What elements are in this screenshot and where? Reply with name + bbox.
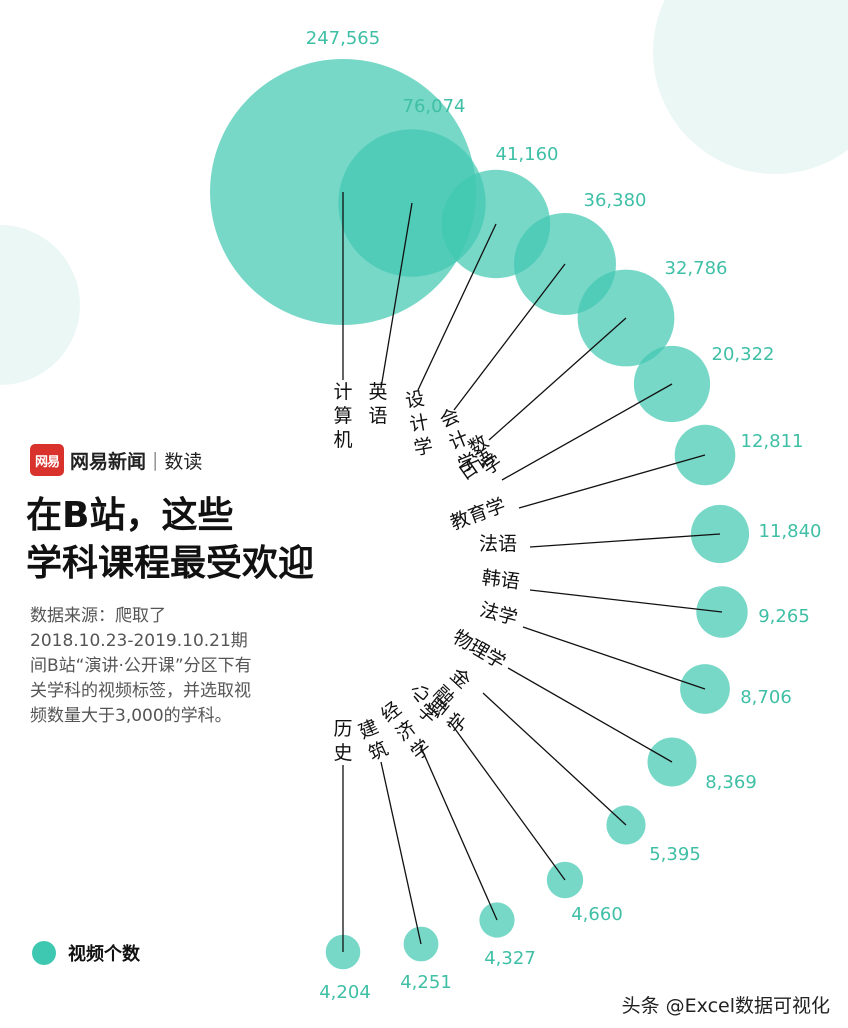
brand-separator: |	[152, 449, 159, 471]
category-char: 计	[408, 411, 431, 436]
leader-line-2	[417, 223, 497, 391]
category-char: 设	[404, 388, 427, 413]
leader-line-7	[529, 533, 721, 548]
category-char: 算	[333, 405, 352, 427]
category-text: 法语	[479, 533, 517, 555]
value-label-9: 8,706	[740, 687, 792, 708]
value-label-1: 76,074	[403, 96, 466, 117]
leader-line-8	[529, 589, 723, 613]
value-label-6: 12,811	[741, 431, 804, 452]
brand-logo: 网易	[30, 444, 64, 476]
value-label-7: 11,840	[759, 521, 822, 542]
legend-label: 视频个数	[68, 944, 140, 965]
leader-line-4	[488, 317, 627, 441]
leader-line-6	[518, 454, 706, 509]
leader-line-11	[482, 692, 627, 826]
category-text: 韩语	[481, 567, 521, 593]
value-label-2: 41,160	[496, 144, 559, 165]
brand-column: 数读	[164, 450, 203, 473]
leader-line-14	[380, 761, 422, 945]
brand: 网易 网易新闻 | 数读	[30, 444, 202, 476]
decor-circle-left	[0, 225, 80, 385]
category-text: 教育学	[447, 494, 508, 534]
leader-line-13	[419, 744, 498, 921]
source-note: 数据来源：爬取了2018.10.23-2019.10.21期间B站“演讲·公开课…	[30, 606, 252, 726]
category-label-1: 英语	[368, 381, 387, 427]
category-char: 英	[368, 381, 387, 403]
value-label-11: 5,395	[649, 844, 701, 865]
leader-line-12	[449, 721, 566, 881]
title-line-2: 学科课程最受欢迎	[26, 543, 315, 584]
value-labels-layer: 247,565 76,074 41,160 36,380 32,786 20,322 12,…	[306, 28, 822, 1003]
category-label-14: 建筑	[355, 716, 391, 766]
value-label-14: 4,251	[400, 972, 452, 993]
value-label-8: 9,265	[758, 606, 810, 627]
leader-line-3	[453, 263, 566, 411]
category-char: 筑	[365, 738, 391, 766]
value-label-5: 20,322	[712, 344, 775, 365]
category-label-0: 计算机	[333, 381, 352, 451]
category-char: 史	[333, 742, 352, 764]
value-label-4: 32,786	[665, 258, 728, 279]
category-label-15: 历史	[333, 718, 352, 764]
value-label-12: 4,660	[571, 904, 623, 925]
value-label-15: 4,204	[319, 982, 371, 1003]
category-label-8: 韩语	[481, 567, 521, 593]
category-char: 计	[333, 381, 352, 403]
leader-line-5	[501, 383, 673, 481]
category-label-7: 法语	[479, 533, 517, 555]
category-label-9: 法学	[477, 599, 519, 630]
value-label-0: 247,565	[306, 28, 380, 49]
category-char: 历	[333, 718, 352, 740]
page-title: 在B站，这些 学科课程最受欢迎	[26, 492, 314, 588]
leader-line-1	[380, 202, 413, 389]
category-text: 法学	[477, 599, 519, 630]
title-line-1: 在B站，这些	[26, 495, 234, 536]
value-label-10: 8,369	[705, 772, 757, 793]
watermark: 头条 @Excel数据可视化	[621, 995, 830, 1017]
category-char: 机	[333, 429, 352, 451]
legend: 视频个数	[32, 940, 140, 966]
leader-line-9	[522, 626, 706, 690]
legend-swatch	[32, 941, 56, 965]
value-label-13: 4,327	[484, 948, 536, 969]
brand-name: 网易新闻	[70, 450, 147, 473]
category-char: 语	[368, 405, 387, 427]
leader-lines-layer	[342, 192, 723, 952]
category-label-2: 设计学	[404, 388, 435, 460]
value-label-3: 36,380	[584, 190, 647, 211]
category-label-6: 教育学	[447, 494, 508, 534]
leader-line-10	[507, 667, 673, 763]
decor-circle-top-right	[653, 0, 848, 174]
category-char: 学	[412, 435, 435, 460]
